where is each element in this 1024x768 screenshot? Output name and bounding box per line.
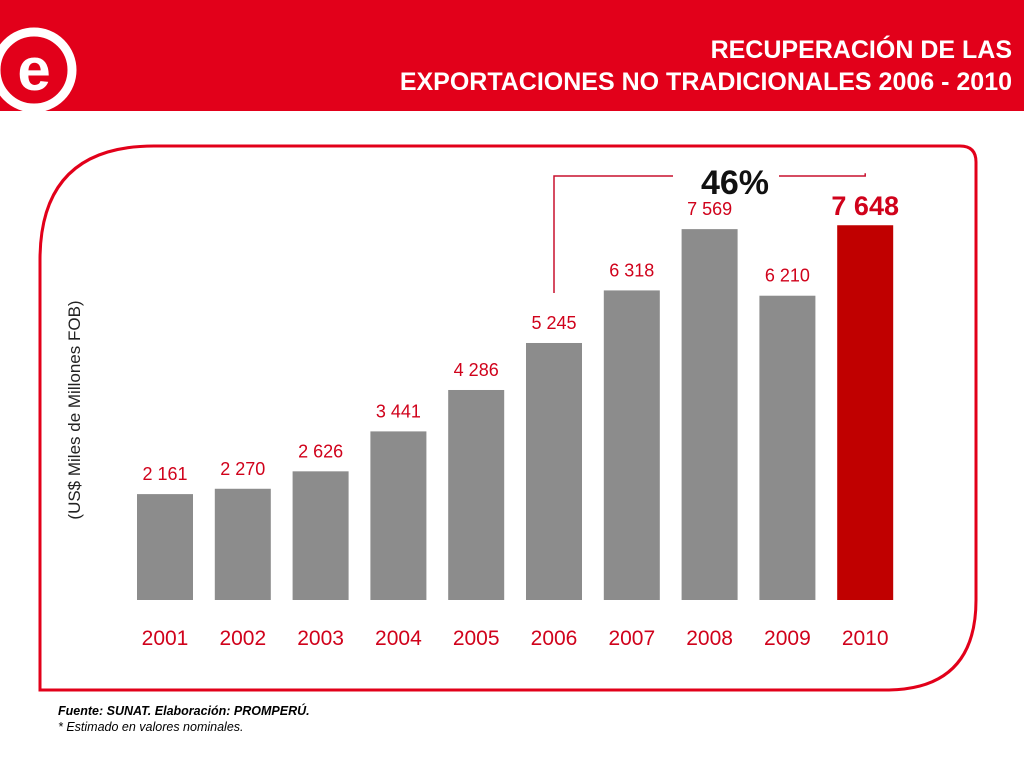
data-label-2003: 2 626 <box>298 441 343 461</box>
bar-2008 <box>681 229 738 600</box>
bracket-right <box>779 173 866 177</box>
tick-label-2008: 2008 <box>686 627 733 650</box>
tick-label-2002: 2002 <box>219 627 266 650</box>
header-banner <box>0 0 1024 111</box>
tick-label-2001: 2001 <box>142 627 189 650</box>
bracket-left <box>553 175 673 293</box>
bar-2004 <box>370 431 427 600</box>
tick-label-2005: 2005 <box>453 627 500 650</box>
footnote-text: * Estimado en valores nominales. <box>58 720 244 734</box>
tick-label-2003: 2003 <box>297 627 344 650</box>
bar-2006 <box>526 342 582 600</box>
title-line-1: RECUPERACIÓN DE LAS <box>710 36 1012 64</box>
bar-2001 <box>137 494 193 600</box>
bar-2007 <box>603 290 660 600</box>
tick-label-2010: 2010 <box>842 627 889 650</box>
tick-label-2007: 2007 <box>608 627 655 650</box>
data-label-2001: 2 161 <box>142 464 187 484</box>
tick-label-2009: 2009 <box>764 627 811 650</box>
data-label-2005: 4 286 <box>454 360 499 380</box>
bar-2010 <box>837 225 894 601</box>
bar-2003 <box>292 471 349 600</box>
annotation-growth-percent: 46% <box>701 164 769 202</box>
data-label-2006: 5 245 <box>531 313 576 333</box>
data-label-2009: 6 210 <box>765 266 810 286</box>
tick-label-2006: 2006 <box>531 627 578 650</box>
logo-e-icon: e <box>0 27 77 113</box>
data-label-2008: 7 569 <box>687 199 732 219</box>
data-label-2004: 3 441 <box>376 401 421 421</box>
bar-2005 <box>448 389 505 600</box>
data-label-2002: 2 270 <box>220 459 265 479</box>
logo-letter: e <box>17 36 50 103</box>
data-label-2010: 7 648 <box>831 191 899 221</box>
bar-2009 <box>759 295 816 600</box>
bar-2002 <box>214 488 271 600</box>
title-line-2: EXPORTACIONES NO TRADICIONALES 2006 - 20… <box>399 68 1012 96</box>
page-title: RECUPERACIÓN DE LAS EXPORTACIONES NO TRA… <box>192 34 1012 98</box>
tick-label-2004: 2004 <box>375 627 422 650</box>
source-note: Fuente: SUNAT. Elaboración: PROMPERÚ. * … <box>58 703 310 735</box>
source-text: Fuente: SUNAT. Elaboración: PROMPERÚ. <box>58 704 310 718</box>
data-label-2007: 6 318 <box>609 260 654 280</box>
